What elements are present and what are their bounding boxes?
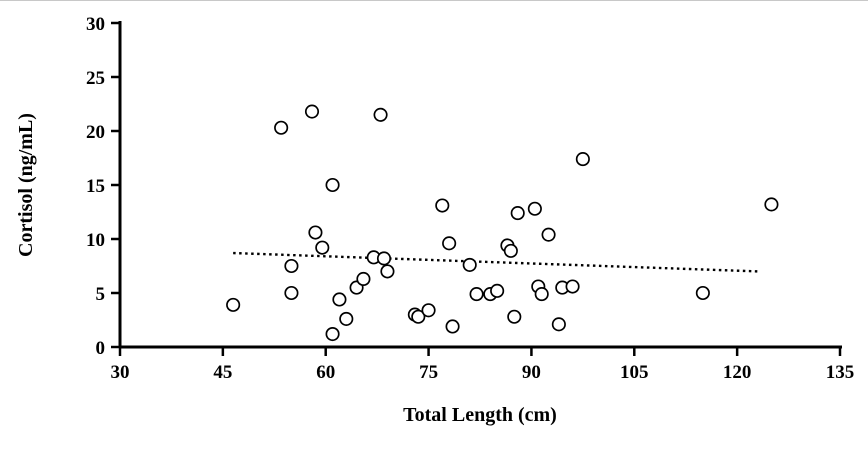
data-point (435, 198, 450, 213)
y-tick-label: 10 (86, 230, 105, 251)
data-points (226, 104, 779, 342)
data-point (421, 303, 436, 318)
x-tick-label: 45 (213, 362, 232, 383)
data-point (284, 285, 299, 301)
x-axis-title: Total Length (cm) (403, 404, 557, 426)
data-point (510, 206, 525, 221)
data-point (527, 201, 542, 216)
data-point (304, 104, 320, 119)
data-point (534, 287, 549, 302)
y-tick-label: 30 (86, 14, 105, 35)
data-point (507, 309, 522, 324)
tick-labels: 30 45 60 75 90 105 120 135 0 5 10 15 20 25 30 (86, 14, 854, 383)
x-tick-label: 135 (826, 362, 855, 383)
data-point (541, 227, 556, 242)
data-point (445, 319, 460, 334)
x-tick-label: 75 (419, 362, 438, 383)
data-point (695, 285, 710, 301)
data-point (325, 177, 340, 193)
data-point (490, 283, 505, 298)
data-point (332, 292, 347, 307)
data-point (442, 236, 457, 251)
data-point (226, 297, 241, 312)
data-point (469, 287, 484, 302)
tick-marks (111, 21, 842, 356)
x-tick-label: 105 (620, 362, 649, 383)
data-point (565, 279, 580, 294)
trendline-segment (233, 251, 758, 273)
data-point (462, 257, 477, 272)
y-tick-label: 5 (96, 284, 106, 305)
data-point (376, 251, 392, 266)
data-point (575, 152, 590, 167)
data-point (764, 197, 779, 212)
y-axis-title: Cortisol (ng/mL) (15, 113, 37, 257)
y-tick-label: 20 (86, 122, 105, 143)
y-tick-label: 0 (96, 338, 106, 359)
x-tick-label: 60 (316, 362, 335, 383)
y-tick-label: 15 (86, 176, 105, 197)
data-point (373, 107, 388, 122)
data-point (380, 264, 395, 279)
y-tick-label: 25 (86, 68, 105, 89)
data-point (315, 240, 330, 255)
data-point (274, 120, 289, 135)
data-point (284, 258, 299, 274)
data-point (356, 271, 371, 287)
data-point (308, 225, 323, 240)
x-tick-label: 30 (111, 362, 130, 383)
x-tick-label: 120 (723, 362, 752, 383)
data-point (411, 309, 426, 324)
trendline (233, 251, 758, 273)
data-point (551, 317, 566, 332)
data-point (339, 311, 354, 326)
x-tick-label: 90 (522, 362, 541, 383)
data-point (325, 326, 340, 342)
data-point (503, 243, 518, 258)
